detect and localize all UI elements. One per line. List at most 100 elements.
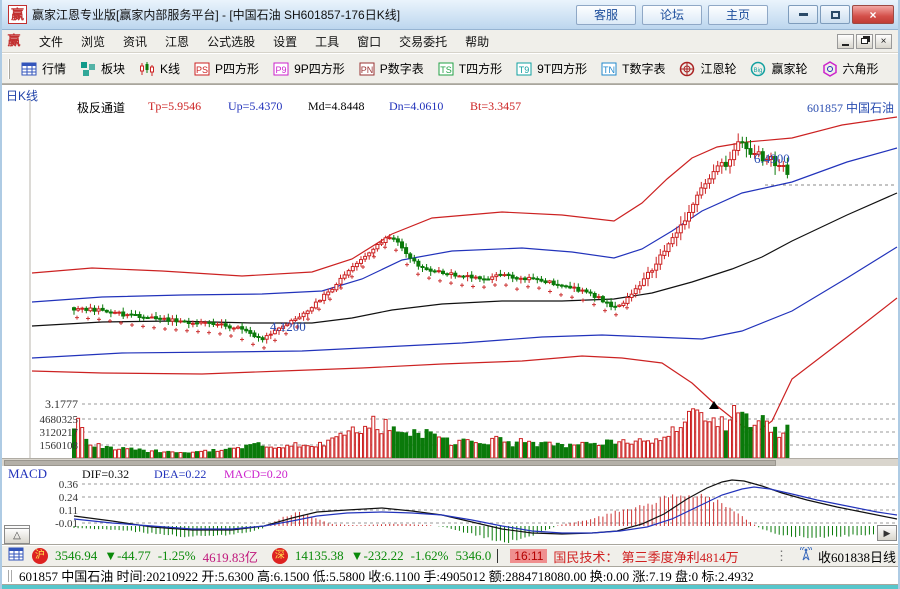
svg-text:TN: TN [603, 65, 615, 75]
scroll-right-button[interactable]: ▶ [877, 525, 897, 541]
indicator-value: Tp=5.9546 [148, 99, 202, 113]
indicator-value: Dn=4.0610 [389, 99, 444, 113]
title-bar: 赢 赢家江恩专业版[赢家内部服务平台] - [中国石油 SH601857-176… [2, 0, 898, 30]
toolbar-button-table[interactable]: 行情 [14, 56, 73, 81]
window-controls: × [786, 5, 894, 24]
window-title: 赢家江恩专业版[赢家内部服务平台] - [中国石油 SH601857-176日K… [32, 8, 401, 22]
sz-index: 14135.38 [294, 548, 344, 563]
svg-text:-0.01: -0.01 [55, 518, 78, 530]
svg-text:TS: TS [440, 65, 452, 75]
toolbar-button-label: K线 [160, 62, 181, 76]
sq-icon: P9 [273, 61, 290, 77]
toolbar-button-label: 9T四方形 [537, 62, 588, 76]
quote-table-icon[interactable] [8, 546, 25, 566]
toolbar-button-label: T四方形 [458, 62, 503, 76]
toolbar-button-hex[interactable]: 六角形 [815, 56, 886, 81]
menu-item[interactable]: 江恩 [165, 34, 190, 49]
menu-item[interactable]: 设置 [273, 34, 298, 49]
horizontal-scrollbar[interactable] [2, 458, 898, 466]
toolbar-button-dollar[interactable]: $赢家服务 [886, 56, 898, 81]
svg-text:3.1777: 3.1777 [45, 397, 78, 411]
menu-item[interactable]: 资讯 [123, 34, 148, 49]
close-line-label[interactable]: 收601838日线 [817, 549, 896, 565]
scrollbar-thumb[interactable] [4, 460, 776, 466]
quick-button[interactable]: 客服 [576, 4, 636, 25]
quick-button[interactable]: 主页 [708, 4, 768, 25]
menu-item[interactable]: 帮助 [465, 34, 490, 49]
indicator-name: 极反通道 [77, 101, 126, 115]
svg-text:DIF=0.32: DIF=0.32 [82, 467, 129, 481]
sh-change: ▼-44.77 [104, 548, 151, 563]
dollar-icon: $ [893, 61, 898, 77]
child-minimize-button[interactable] [837, 33, 854, 49]
window-bottom-edge [2, 585, 898, 589]
svg-text:4680325: 4680325 [40, 414, 79, 426]
menu-items: 文件 浏览 资讯 江恩 公式选股 设置 工具 窗口 交易委托 帮助 [30, 31, 498, 52]
toolbar-button-label: 江恩轮 [700, 62, 737, 76]
close-button[interactable]: × [852, 5, 894, 24]
menu-item[interactable]: 浏览 [81, 34, 106, 49]
menu-item[interactable]: 窗口 [357, 34, 382, 49]
svg-text:0.11: 0.11 [59, 505, 78, 517]
kline-icon [139, 61, 156, 77]
child-close-button[interactable]: × [875, 33, 892, 49]
market-status-bar: 沪 3546.94 ▼-44.77 -1.25% 4619.83亿 深 1413… [2, 545, 898, 566]
toolbar-button-label: 行情 [42, 62, 67, 76]
minimize-button[interactable] [788, 5, 818, 24]
svg-text:0.24: 0.24 [59, 492, 79, 504]
svg-text:0.36: 0.36 [59, 479, 79, 491]
kline-chart-pane: 日K线 03-0503-2504-1505-1005-2806-1807-080… [2, 84, 898, 541]
toolbar-button-sq-t9[interactable]: T9 9T四方形 [509, 56, 594, 81]
toolbar-button-kline[interactable]: K线 [132, 56, 187, 81]
svg-text:1560108: 1560108 [40, 440, 79, 452]
toolbar-button-sq-p9[interactable]: P9 9P四方形 [266, 56, 352, 81]
macd-pane: 0.36 0.24 0.11 -0.01 MACD DIF=0.32 DEA=0.22 MAC… [2, 466, 898, 545]
sq-icon: PN [359, 61, 376, 77]
toolbar-button-label: 赢家轮 [771, 62, 808, 76]
toolbar-button-label: 板块 [101, 62, 126, 76]
sq-icon: TN [601, 61, 618, 77]
svg-text:MACD=0.20: MACD=0.20 [224, 467, 288, 481]
toolbar-button-sq-ts[interactable]: TS T四方形 [431, 56, 509, 81]
menu-item[interactable]: 工具 [315, 34, 340, 49]
app-logo: 赢 [8, 5, 27, 24]
menu-item[interactable]: 公式选股 [207, 34, 256, 49]
toolbar-button-sq-ps[interactable]: PS P四方形 [187, 56, 266, 81]
toolbar-button-blocks[interactable]: 板块 [73, 56, 132, 81]
indicator-value: Up=5.4370 [228, 99, 283, 113]
toolbar-button-wheel[interactable]: 江恩轮 [672, 56, 743, 81]
restore-button[interactable] [820, 5, 850, 24]
toolbar-grip [8, 58, 10, 79]
child-restore-button[interactable] [856, 33, 873, 49]
expand-macd-button[interactable]: △ [4, 528, 30, 544]
table-icon [21, 61, 38, 77]
menu-logo-icon: 赢 [7, 33, 21, 48]
toolbar-button-sq-pn[interactable]: PN P数字表 [352, 56, 431, 81]
shenzhen-badge: 深 [271, 548, 288, 564]
sq-icon: PS [194, 61, 211, 77]
toolbar-button-bigwheel[interactable]: Big 赢家轮 [743, 56, 814, 81]
statusbar-grip [8, 569, 12, 582]
svg-text:PN: PN [360, 65, 373, 75]
news-ticker[interactable]: 国民技术： 第三季度净利4814万 [553, 549, 739, 565]
toolbar-button-label: 9P四方形 [294, 62, 345, 76]
svg-text:Big: Big [754, 68, 763, 74]
child-window-controls: × [837, 33, 894, 49]
menu-item[interactable]: 交易委托 [399, 34, 448, 49]
quick-button[interactable]: 论坛 [642, 4, 702, 25]
macd-canvas: 0.360.240.11-0.01 MACD DIF=0.32 DEA=0.22 MAC… [2, 466, 898, 545]
stock-detail-text: 601857 中国石油 时间:20210922 开:5.6300 高:6.150… [19, 569, 754, 584]
toolbar-button-label: T数字表 [622, 62, 666, 76]
svg-text:6.4900: 6.4900 [754, 151, 790, 166]
toolbar-button-sq-tn[interactable]: TN T数字表 [594, 56, 672, 81]
svg-text:PS: PS [196, 65, 208, 75]
sh-index: 3546.94 [55, 548, 98, 563]
tab-daily-kline[interactable]: 日K线 [6, 89, 39, 103]
svg-text:3120217: 3120217 [40, 427, 79, 439]
menu-item[interactable]: 文件 [39, 34, 64, 49]
indicator-value: Bt=3.3457 [470, 99, 522, 113]
blocks-icon [80, 61, 97, 77]
dots-separator: ⋮ [774, 548, 788, 563]
